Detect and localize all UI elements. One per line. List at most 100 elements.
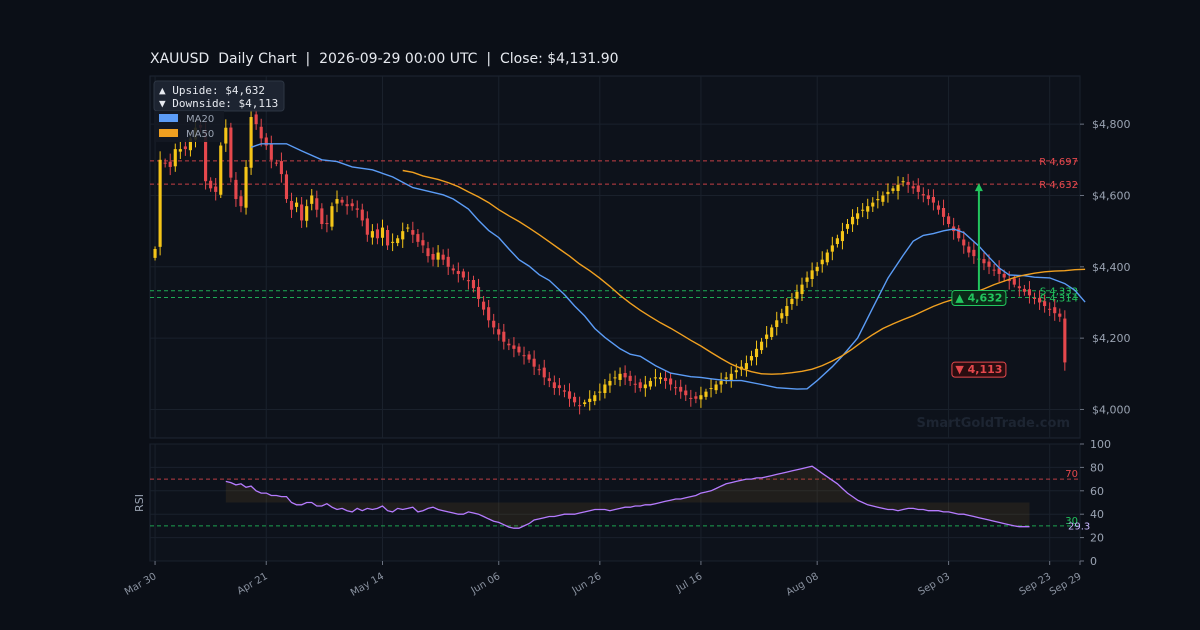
candle-bull [790, 298, 794, 305]
candle-bear [431, 253, 435, 260]
candle-bear [962, 239, 966, 246]
candle-bear [957, 228, 961, 239]
candle-bear [259, 126, 263, 139]
candle-bull [866, 206, 870, 212]
candle-bull [876, 199, 880, 201]
candle-bear [522, 355, 526, 357]
candle-bull [658, 377, 663, 380]
candle-bull [699, 395, 703, 400]
candle-bear [360, 209, 364, 221]
candle-bear [572, 396, 577, 403]
candle-bull [588, 398, 592, 402]
candle-bear [921, 194, 925, 196]
candle-bear [385, 229, 390, 246]
y-tick-label: $4,800 [1092, 118, 1131, 131]
candle-bull [436, 252, 440, 260]
candle-bear [517, 346, 521, 353]
candle-bear [320, 208, 324, 225]
candle-bear [967, 246, 971, 253]
candle-bull [780, 313, 784, 319]
candle-bull [406, 227, 410, 229]
x-tick-label: Sep 29 [1048, 571, 1084, 598]
x-tick-label: Jul 16 [674, 571, 705, 595]
candle-bear [411, 230, 415, 235]
candle-bear [1022, 288, 1026, 292]
candle-bear [916, 185, 920, 192]
candle-bear [183, 146, 187, 150]
candle-bear [471, 279, 476, 289]
candle-bear [906, 181, 910, 185]
candle-bear [1053, 307, 1057, 314]
candle-bull [896, 184, 900, 191]
legend-downside-text: ▼ Downside: $4,113 [159, 97, 278, 110]
candle-bull [795, 291, 799, 299]
rsi-line [225, 465, 1030, 529]
candle-bear [487, 307, 491, 321]
candle-bear [365, 218, 369, 235]
candle-bull [719, 380, 723, 385]
x-tick-label: May 14 [349, 571, 386, 599]
candle-bull [583, 402, 587, 405]
resistance-label: R 4,632 [1039, 180, 1078, 191]
candle-bear [987, 261, 991, 267]
candle-bear [274, 162, 278, 164]
candle-bull [603, 384, 607, 393]
candle-bull [820, 259, 824, 265]
candle-bear [300, 204, 304, 221]
rsi-y-tick-label: 100 [1090, 438, 1111, 451]
candle-bull [775, 320, 779, 327]
candle-bull [188, 138, 193, 151]
candle-bull [613, 377, 617, 379]
candle-bear [204, 130, 208, 182]
candle-bear [562, 390, 567, 392]
candle-bear [1048, 308, 1052, 310]
rsi-axis-label: RSI [133, 494, 146, 512]
candle-bull [754, 348, 759, 358]
candle-bear [421, 240, 425, 246]
x-tick-label: Apr 21 [235, 571, 269, 597]
candle-bear [941, 207, 946, 217]
candle-bull [856, 213, 860, 219]
candle-bull [305, 206, 309, 221]
candle-bull [648, 380, 652, 387]
rsi-last-label: 29.3 [1068, 522, 1090, 533]
candle-bear [557, 385, 561, 389]
candle-bear [1017, 286, 1021, 289]
candle-bear [375, 229, 380, 239]
candle-bull [770, 327, 774, 337]
candle-bear [552, 382, 556, 389]
candle-bull [830, 245, 834, 252]
candle-bull [396, 238, 400, 244]
candle-bear [532, 358, 536, 367]
candle-bear [628, 375, 632, 381]
candle-bear [502, 331, 506, 342]
candle-bear [476, 286, 481, 299]
candle-bull [244, 166, 248, 208]
legend-label-ma50: MA50 [186, 129, 214, 140]
candle-bear [1007, 279, 1011, 282]
candle-bull [593, 395, 597, 402]
candle-bear [936, 205, 941, 210]
candle-bear [982, 259, 986, 264]
candle-bull [391, 241, 395, 243]
candle-bull [871, 202, 875, 207]
candle-bear [426, 248, 430, 257]
candle-bear [947, 216, 951, 225]
candle-bear [279, 161, 283, 175]
candle-bull [173, 149, 177, 167]
candle-bear [229, 127, 233, 178]
candle-bull [729, 373, 733, 381]
candle-bear [679, 386, 683, 392]
candle-bear [451, 268, 455, 271]
candle-bear [355, 208, 359, 210]
candle-bull [825, 252, 829, 263]
candle-bull [734, 370, 738, 373]
legend-swatch-ma50 [159, 129, 178, 137]
candle-bull [785, 306, 789, 317]
candle-bear [638, 382, 642, 389]
candle-bull [295, 202, 299, 207]
candle-bear [537, 369, 541, 371]
candle-bear [209, 180, 213, 189]
candle-bull [815, 266, 819, 272]
